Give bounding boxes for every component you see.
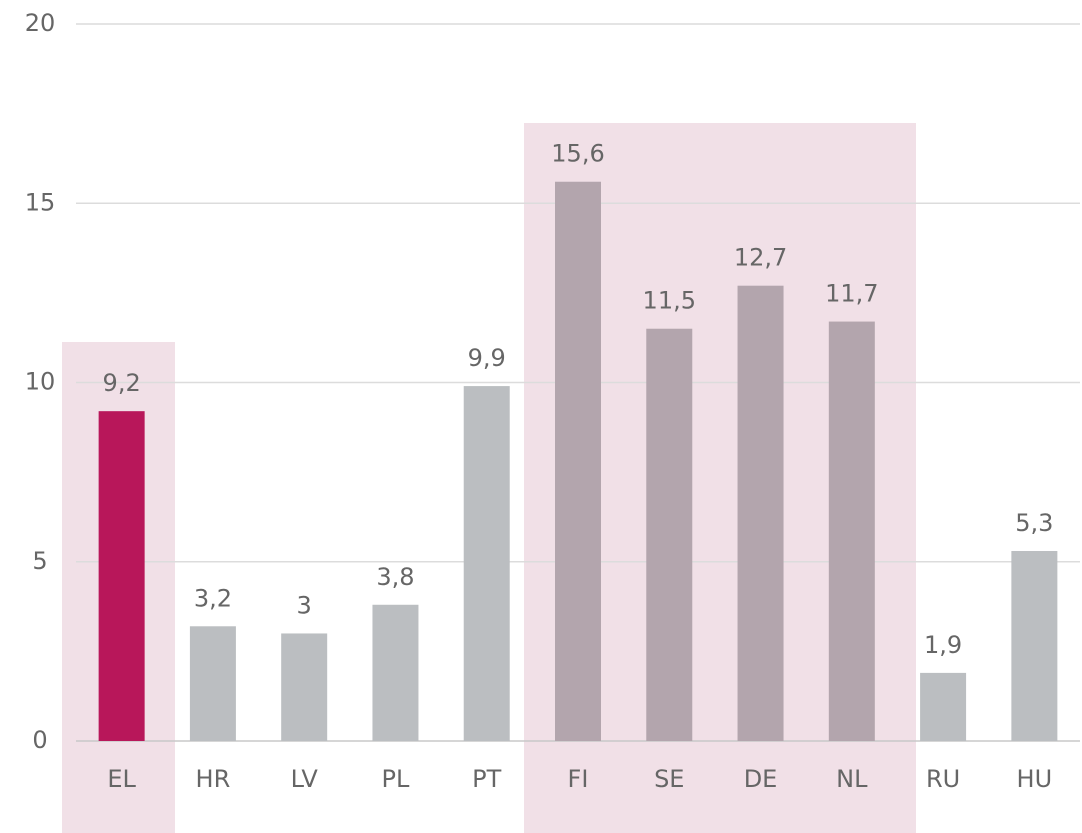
data-label: 3,8 — [376, 563, 414, 591]
x-tick-label: HR — [196, 765, 231, 793]
bar — [463, 386, 510, 741]
x-tick-label: EL — [107, 765, 136, 793]
y-tick-label: 10 — [25, 368, 56, 396]
bar — [555, 181, 601, 742]
data-label: 9,2 — [103, 369, 141, 397]
data-label: 12,7 — [734, 244, 787, 272]
bar — [372, 604, 419, 741]
x-tick-label: DE — [744, 765, 778, 793]
x-tick-label: LV — [291, 765, 319, 793]
x-tick-label: RU — [926, 765, 960, 793]
data-label: 11,7 — [825, 280, 878, 308]
data-label: 9,9 — [468, 344, 506, 372]
x-tick-label: SE — [654, 765, 684, 793]
data-label: 5,3 — [1015, 509, 1053, 537]
bar — [281, 633, 328, 741]
data-label: 3 — [297, 591, 312, 619]
x-tick-label: FI — [568, 765, 589, 793]
x-tick-label: HU — [1017, 765, 1053, 793]
data-label: 15,6 — [551, 140, 604, 168]
y-tick-label: 15 — [25, 188, 56, 216]
y-tick-label: 5 — [32, 547, 47, 575]
x-tick-label: PL — [382, 765, 410, 793]
x-tick-label: NL — [836, 765, 868, 793]
y-tick-label: 20 — [25, 9, 56, 37]
x-tick-label: PT — [472, 765, 501, 793]
data-label: 3,2 — [194, 584, 232, 612]
data-label: 1,9 — [924, 631, 962, 659]
y-tick-label: 0 — [32, 726, 47, 754]
bar — [737, 285, 784, 741]
bar — [828, 321, 875, 741]
bar — [189, 626, 236, 741]
bar — [920, 672, 967, 741]
bar — [1011, 550, 1058, 741]
bar — [98, 411, 145, 741]
bar — [646, 328, 693, 741]
data-label: 11,5 — [643, 287, 696, 315]
